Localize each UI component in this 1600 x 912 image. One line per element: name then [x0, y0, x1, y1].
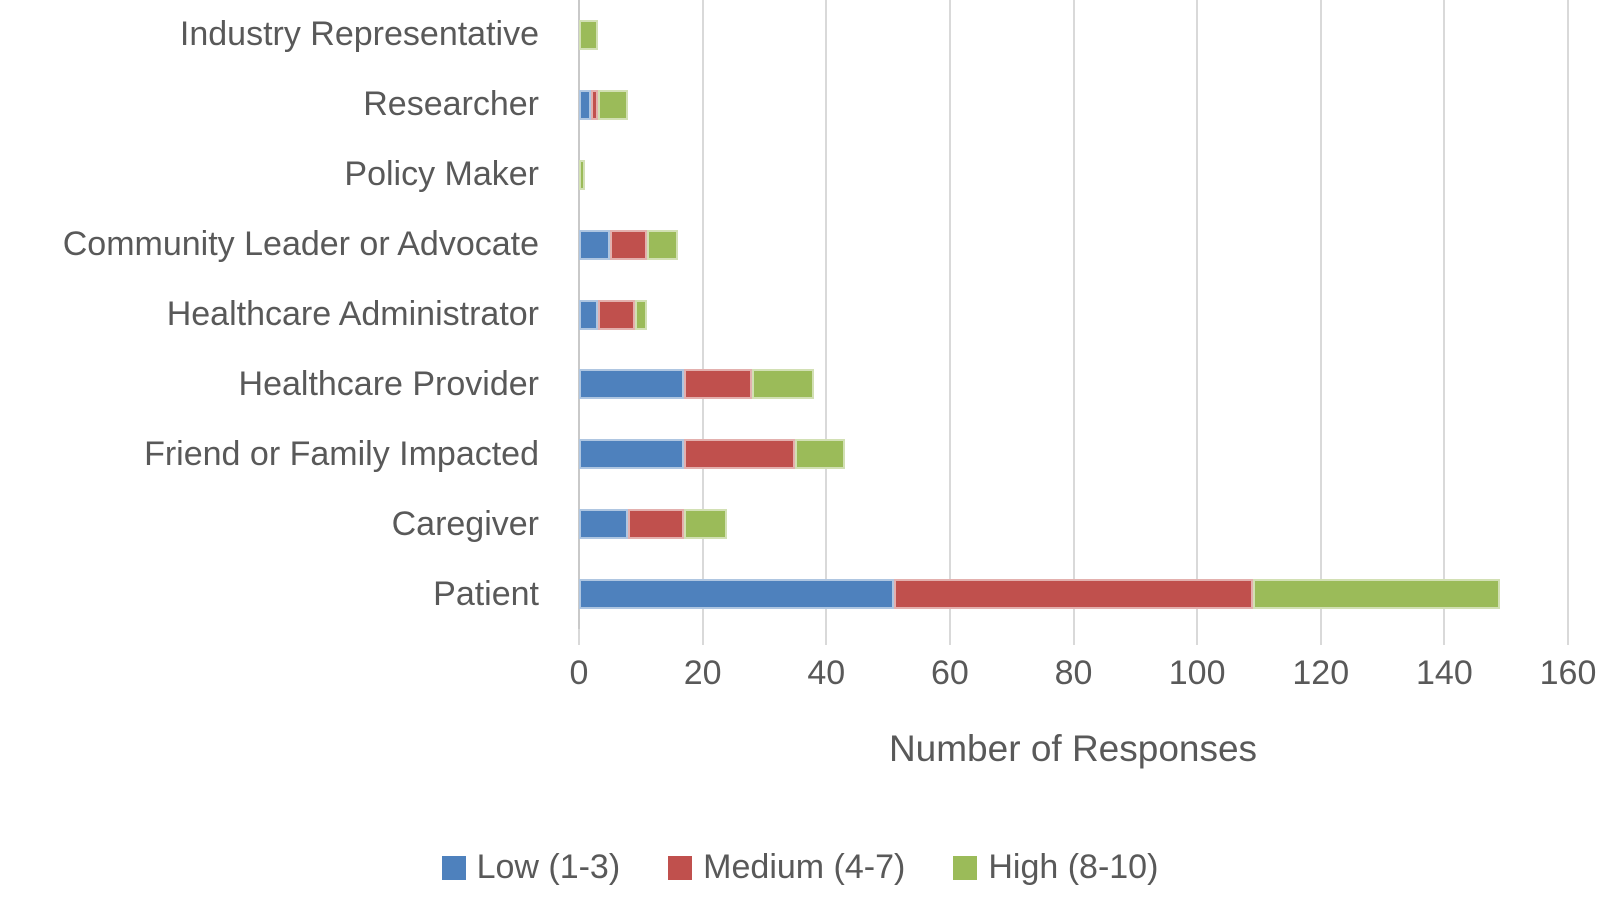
- tick-label: 0: [569, 654, 589, 692]
- tick-label: 120: [1292, 654, 1350, 692]
- tick-mark: [1196, 629, 1199, 645]
- tick-mark: [1319, 629, 1322, 645]
- bar-segment: [579, 439, 685, 470]
- bar-segment: [591, 89, 598, 120]
- legend-label: High (8-10): [988, 848, 1159, 886]
- bar-segment: [894, 579, 1253, 610]
- tick-mark: [1567, 629, 1569, 645]
- category-label: Researcher: [363, 85, 539, 124]
- category-label: Friend or Family Impacted: [144, 434, 539, 473]
- gridline: [1567, 0, 1569, 629]
- legend-swatch: [953, 855, 978, 880]
- bar-segment: [684, 509, 728, 540]
- gridline: [1319, 0, 1322, 629]
- bar-segment: [579, 19, 598, 50]
- gridline: [1443, 0, 1446, 629]
- bar-segment: [752, 369, 814, 400]
- bar-segment: [597, 299, 635, 330]
- x-axis-title: Number of Responses: [888, 728, 1258, 769]
- bar-segment: [684, 439, 796, 470]
- category-label: Healthcare Provider: [238, 364, 539, 403]
- tick-label: 140: [1416, 654, 1473, 692]
- bar-segment: [684, 369, 753, 400]
- gridline: [825, 0, 828, 629]
- category-label: Patient: [433, 574, 539, 613]
- gridline: [1072, 0, 1075, 629]
- gridline: [1196, 0, 1199, 629]
- category-label: Caregiver: [391, 504, 539, 543]
- tick-mark: [825, 629, 828, 645]
- legend-item: Medium (4-7): [668, 848, 905, 887]
- category-label: Industry Representative: [179, 15, 539, 54]
- legend: Low (1-3) Medium (4-7) High (8-10): [0, 848, 1600, 887]
- legend-label: Low (1-3): [476, 848, 621, 886]
- category-label: Community Leader or Advocate: [62, 225, 539, 264]
- bar-segment: [579, 509, 629, 540]
- bar-segment: [579, 299, 598, 330]
- category-label: Policy Maker: [344, 155, 539, 194]
- tick-label: 60: [930, 654, 969, 692]
- tick-label: 20: [683, 654, 722, 692]
- gridline: [948, 0, 951, 629]
- gridline: [701, 0, 704, 629]
- tick-mark: [701, 629, 704, 645]
- bar-segment: [579, 579, 895, 610]
- tick-mark: [1072, 629, 1075, 645]
- plot-area: [578, 0, 1569, 629]
- bar-segment: [609, 229, 647, 260]
- category-axis: Industry Representative Researcher Policy …: [0, 0, 539, 629]
- legend-label: Medium (4-7): [703, 848, 906, 886]
- legend-swatch: [668, 855, 693, 880]
- tick-label: 100: [1168, 654, 1226, 692]
- bar-segment: [597, 89, 629, 120]
- legend-item: High (8-10): [953, 848, 1158, 887]
- bar-segment: [634, 299, 647, 330]
- tick-mark: [578, 629, 580, 645]
- bar-segment: [579, 159, 586, 190]
- tick-label: 160: [1539, 654, 1597, 692]
- bar-segment: [628, 509, 685, 540]
- bar-segment: [579, 89, 592, 120]
- tick-label: 40: [807, 654, 846, 692]
- tick-label: 80: [1054, 654, 1093, 692]
- tick-mark: [1443, 629, 1446, 645]
- legend-item: Low (1-3): [441, 848, 621, 887]
- legend-swatch: [441, 855, 466, 880]
- tick-mark: [948, 629, 951, 645]
- bar-segment: [646, 229, 678, 260]
- bar-segment: [579, 229, 610, 260]
- bar-segment: [795, 439, 845, 470]
- bar-segment: [579, 369, 685, 400]
- category-label: Healthcare Administrator: [166, 294, 539, 333]
- bar-segment: [1252, 579, 1500, 610]
